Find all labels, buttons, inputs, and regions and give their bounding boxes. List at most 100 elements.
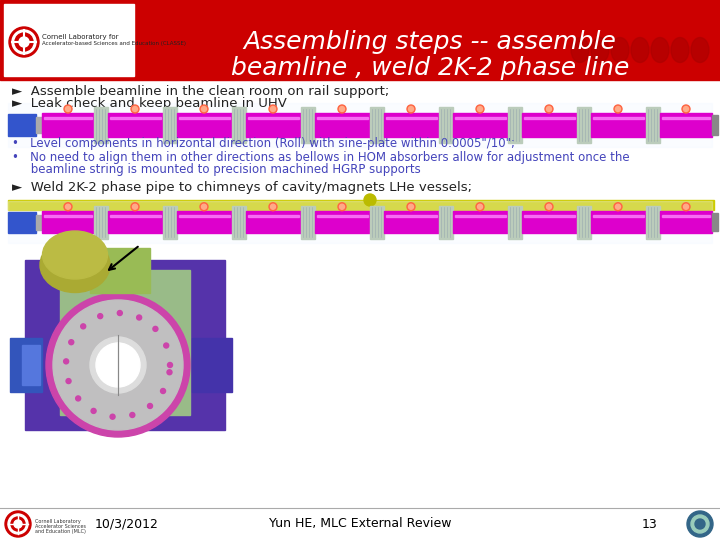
Circle shape — [546, 106, 552, 111]
Bar — [232, 206, 246, 239]
Bar — [108, 211, 163, 233]
Circle shape — [340, 106, 344, 111]
Circle shape — [691, 515, 709, 533]
Bar — [453, 113, 508, 137]
Bar — [508, 206, 522, 239]
Circle shape — [63, 359, 68, 364]
Bar — [712, 213, 718, 231]
Circle shape — [202, 204, 207, 209]
Circle shape — [167, 370, 172, 375]
Bar — [591, 113, 646, 137]
Circle shape — [46, 293, 190, 437]
Bar — [577, 206, 591, 239]
Circle shape — [338, 105, 346, 113]
Bar — [522, 211, 577, 233]
Bar — [163, 107, 177, 143]
Bar — [646, 107, 660, 143]
Circle shape — [66, 106, 71, 111]
Circle shape — [269, 202, 277, 211]
Circle shape — [168, 362, 173, 368]
Circle shape — [131, 202, 139, 211]
Bar — [246, 211, 301, 233]
Circle shape — [200, 105, 208, 113]
Bar — [524, 117, 575, 119]
Bar — [317, 117, 368, 119]
Bar — [22, 345, 40, 385]
Text: ►  Assemble beamline in the clean room on rail support;: ► Assemble beamline in the clean room on… — [12, 85, 390, 98]
Circle shape — [476, 105, 484, 113]
Text: Accelerator-based Sciences and Education (CLASSE): Accelerator-based Sciences and Education… — [42, 42, 186, 46]
Circle shape — [687, 511, 713, 537]
Text: and Education (MLC): and Education (MLC) — [35, 530, 86, 535]
Bar — [455, 117, 506, 119]
Text: beamline string is mounted to precision machined HGRP supports: beamline string is mounted to precision … — [12, 164, 420, 177]
Circle shape — [408, 204, 413, 209]
Circle shape — [81, 324, 86, 329]
Ellipse shape — [42, 231, 107, 279]
Bar — [0, 508, 720, 540]
Circle shape — [546, 204, 552, 209]
Text: 10/3/2012: 10/3/2012 — [95, 517, 159, 530]
Circle shape — [98, 314, 103, 319]
Bar — [36, 214, 42, 230]
Circle shape — [616, 204, 621, 209]
Bar — [522, 113, 577, 137]
Circle shape — [117, 310, 122, 315]
Bar — [232, 107, 246, 143]
Bar — [248, 117, 299, 119]
Bar — [179, 214, 230, 217]
Circle shape — [477, 204, 482, 209]
Bar — [60, 270, 190, 415]
Circle shape — [616, 106, 621, 111]
Ellipse shape — [631, 37, 649, 63]
Bar — [8, 114, 36, 136]
Ellipse shape — [611, 37, 629, 63]
Circle shape — [64, 105, 72, 113]
Ellipse shape — [40, 238, 110, 293]
Circle shape — [407, 105, 415, 113]
Circle shape — [695, 519, 705, 529]
Circle shape — [407, 202, 415, 211]
Bar — [301, 107, 315, 143]
Circle shape — [476, 202, 484, 211]
Bar — [42, 113, 94, 137]
Bar — [110, 214, 161, 217]
Circle shape — [682, 105, 690, 113]
Bar — [370, 206, 384, 239]
Text: •   No need to align them in other directions as bellows in HOM absorbers allow : • No need to align them in other directi… — [12, 151, 629, 164]
Circle shape — [69, 340, 73, 345]
Bar — [108, 113, 163, 137]
Bar — [384, 211, 439, 233]
Circle shape — [8, 514, 28, 534]
Text: Cornell Laboratory for: Cornell Laboratory for — [42, 34, 119, 40]
Circle shape — [76, 396, 81, 401]
Circle shape — [96, 343, 140, 387]
Bar — [315, 113, 370, 137]
Bar — [44, 214, 92, 217]
Circle shape — [683, 106, 688, 111]
Bar — [8, 103, 712, 147]
Bar — [177, 211, 232, 233]
Circle shape — [545, 202, 553, 211]
Text: beamline , weld 2K-2 phase line: beamline , weld 2K-2 phase line — [231, 56, 629, 80]
Circle shape — [15, 33, 33, 51]
Circle shape — [132, 204, 138, 209]
Circle shape — [364, 194, 376, 206]
Bar — [90, 248, 150, 293]
Circle shape — [53, 300, 183, 430]
Bar — [660, 113, 712, 137]
Circle shape — [545, 105, 553, 113]
Text: Accelerator Sciences: Accelerator Sciences — [35, 524, 86, 530]
Circle shape — [682, 202, 690, 211]
Bar — [94, 107, 108, 143]
Circle shape — [340, 204, 344, 209]
Bar — [712, 116, 718, 134]
Bar — [662, 117, 710, 119]
Bar — [110, 117, 161, 119]
Bar — [163, 206, 177, 239]
Bar — [453, 211, 508, 233]
Bar — [386, 214, 437, 217]
Bar — [662, 214, 710, 217]
Bar — [439, 206, 453, 239]
Bar — [44, 117, 92, 119]
